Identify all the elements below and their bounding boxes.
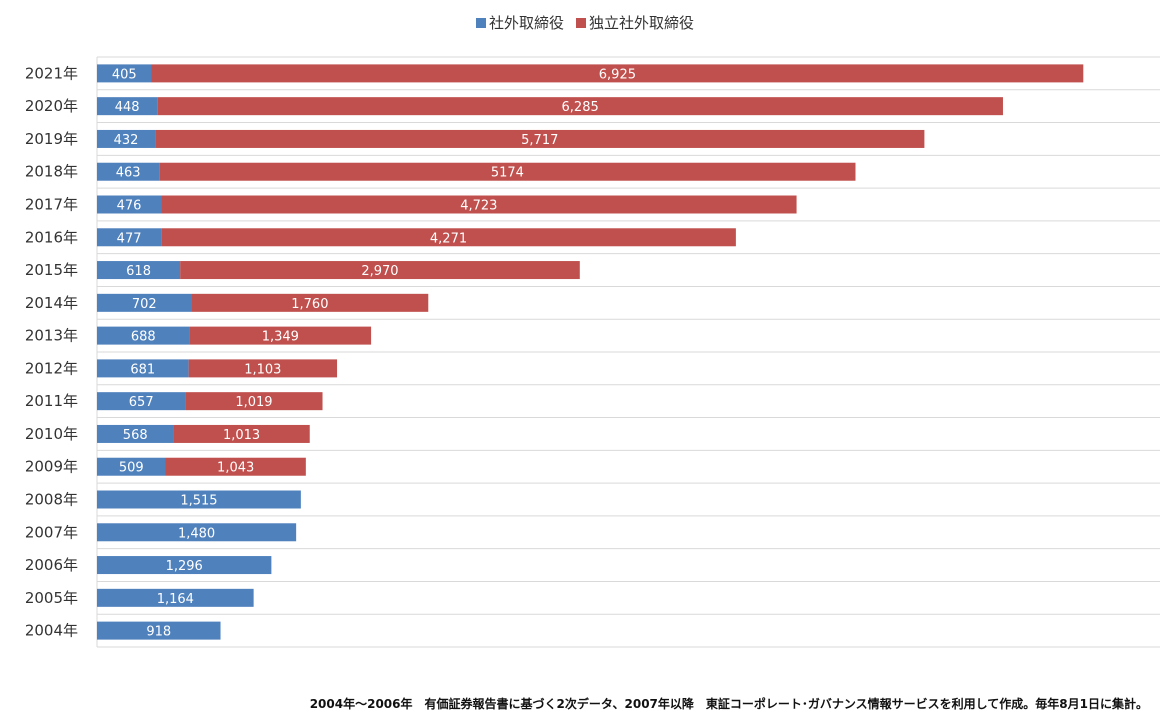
legend-label: 独立社外取締役 [589, 14, 695, 32]
y-tick-label: 2018年 [25, 163, 78, 181]
data-label: 5174 [491, 166, 524, 181]
data-label: 1,760 [291, 297, 328, 312]
bar-outside-director [97, 359, 189, 378]
data-label: 1,480 [178, 526, 215, 541]
bar-outside-director [97, 392, 186, 411]
bar-independent-director [161, 228, 736, 247]
bar-outside-director [97, 195, 162, 214]
data-label: 681 [130, 362, 155, 377]
data-label: 509 [119, 461, 144, 476]
bar-outside-director [97, 261, 181, 280]
bar-independent-director [151, 64, 1084, 83]
y-tick-label: 2004年 [25, 622, 78, 640]
bar-outside-director [97, 621, 221, 640]
y-tick-label: 2009年 [25, 458, 78, 476]
legend-item: 社外取締役 [475, 12, 564, 33]
y-tick-label: 2016年 [25, 228, 78, 246]
data-label: 463 [116, 166, 141, 181]
footnote: 2004年～2006年 有価証券報告書に基づく2次データ、2007年以降 東証コ… [309, 697, 1148, 711]
data-label: 1,515 [180, 494, 217, 509]
bar-independent-director [173, 424, 310, 443]
stacked-bar-chart: 2021年 405 6,925 2020年 448 6,285 2019年 432 5,717 2… [25, 56, 1160, 648]
bar-independent-director [188, 359, 338, 378]
bar-independent-director [191, 293, 429, 312]
bar-outside-director [97, 97, 158, 116]
y-tick-label: 2010年 [25, 425, 78, 443]
legend-swatch [576, 17, 586, 28]
y-tick-label: 2013年 [25, 327, 78, 345]
data-label: 568 [123, 428, 148, 443]
data-label: 1,019 [235, 395, 272, 410]
bar-outside-director [97, 556, 272, 575]
y-tick-label: 2015年 [25, 261, 78, 279]
legend: 社外取締役 独立社外取締役 [0, 12, 1170, 33]
data-label: 476 [117, 199, 142, 214]
data-label: 1,043 [217, 461, 254, 476]
y-tick-label: 2019年 [25, 130, 78, 148]
bar-independent-director [155, 129, 925, 148]
bar-outside-director [97, 424, 174, 443]
data-label: 1,103 [244, 362, 281, 377]
data-label: 432 [114, 133, 139, 148]
y-tick-label: 2005年 [25, 589, 78, 607]
y-tick-label: 2007年 [25, 523, 78, 541]
legend-item: 独立社外取締役 [576, 12, 694, 33]
data-label: 448 [115, 100, 140, 115]
bar-independent-director [189, 326, 372, 345]
bar-outside-director [97, 457, 166, 476]
y-tick-label: 2011年 [25, 392, 78, 410]
data-label: 6,925 [599, 67, 636, 82]
bar-outside-director [97, 588, 254, 607]
bar-outside-director [97, 293, 192, 312]
bar-outside-director [97, 64, 152, 83]
data-label: 1,013 [223, 428, 260, 443]
legend-swatch [475, 17, 486, 28]
bar-outside-director [97, 326, 190, 345]
data-label: 657 [129, 395, 154, 410]
y-tick-label: 2017年 [25, 196, 78, 214]
y-tick-label: 2014年 [25, 294, 78, 312]
bar-outside-director [97, 490, 301, 509]
bar-independent-director [165, 457, 306, 476]
data-label: 5,717 [521, 133, 558, 148]
bar-independent-director [180, 261, 580, 280]
bar-independent-director [161, 195, 797, 214]
data-label: 477 [117, 231, 142, 246]
data-label: 1,296 [166, 559, 203, 574]
data-label: 1,164 [157, 592, 194, 607]
data-label: 618 [126, 264, 151, 279]
y-tick-label: 2020年 [25, 97, 78, 115]
bar-independent-director [157, 97, 1003, 116]
data-label: 405 [112, 67, 137, 82]
bar-independent-director [159, 162, 856, 181]
bar-independent-director [185, 392, 323, 411]
data-label: 688 [131, 330, 156, 345]
data-label: 702 [132, 297, 157, 312]
data-label: 2,970 [361, 264, 398, 279]
bar-outside-director [97, 129, 156, 148]
y-tick-label: 2006年 [25, 556, 78, 574]
legend-label: 社外取締役 [488, 14, 564, 32]
y-tick-label: 2008年 [25, 491, 78, 509]
data-label: 4,723 [460, 199, 497, 214]
bar-outside-director [97, 523, 297, 542]
data-label: 6,285 [562, 100, 599, 115]
y-tick-label: 2012年 [25, 359, 78, 377]
bar-outside-director [97, 162, 160, 181]
y-tick-label: 2021年 [25, 64, 78, 82]
data-label: 1,349 [262, 330, 299, 345]
data-label: 918 [146, 625, 171, 640]
bar-outside-director [97, 228, 162, 247]
data-label: 4,271 [430, 231, 467, 246]
